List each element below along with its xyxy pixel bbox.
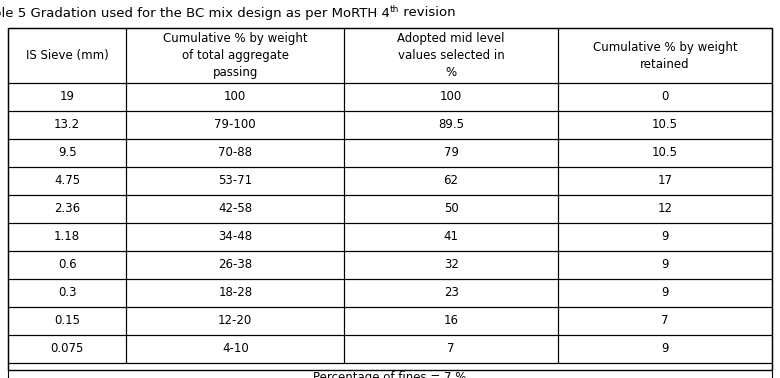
Bar: [558, 83, 772, 111]
Bar: [558, 307, 772, 335]
Bar: [344, 251, 558, 279]
Text: Table 5 Gradation used for the BC mix design as per MoRTH 4: Table 5 Gradation used for the BC mix de…: [0, 6, 390, 20]
Text: 53-71: 53-71: [218, 175, 253, 187]
Text: 32: 32: [444, 259, 459, 271]
Text: revision: revision: [399, 6, 456, 20]
Bar: [344, 139, 558, 167]
Bar: [8, 167, 126, 195]
Text: 9.5: 9.5: [58, 147, 76, 160]
Text: 0.15: 0.15: [55, 314, 80, 327]
Text: 10.5: 10.5: [652, 147, 678, 160]
Text: 18-28: 18-28: [218, 287, 253, 299]
Text: 7: 7: [661, 314, 668, 327]
Text: Adopted mid level
values selected in
%: Adopted mid level values selected in %: [397, 32, 505, 79]
Text: 42-58: 42-58: [218, 203, 253, 215]
Text: 19: 19: [60, 90, 75, 104]
Bar: [344, 307, 558, 335]
Text: 100: 100: [224, 90, 246, 104]
Text: 0.6: 0.6: [58, 259, 76, 271]
Bar: [8, 83, 126, 111]
Text: 10.5: 10.5: [652, 118, 678, 132]
Text: 16: 16: [444, 314, 459, 327]
Text: 2.36: 2.36: [54, 203, 80, 215]
Bar: [558, 167, 772, 195]
Text: 89.5: 89.5: [438, 118, 464, 132]
Text: Cumulative % by weight
retained: Cumulative % by weight retained: [593, 40, 737, 71]
Text: 9: 9: [661, 287, 668, 299]
Text: 41: 41: [444, 231, 459, 243]
Bar: [558, 28, 772, 83]
Bar: [344, 83, 558, 111]
Bar: [344, 223, 558, 251]
Bar: [558, 223, 772, 251]
Bar: [558, 251, 772, 279]
Bar: [8, 139, 126, 167]
Text: 23: 23: [444, 287, 459, 299]
Bar: [8, 335, 126, 363]
Bar: [558, 111, 772, 139]
Bar: [126, 195, 344, 223]
Bar: [126, 335, 344, 363]
Text: 12: 12: [658, 203, 672, 215]
Bar: [126, 251, 344, 279]
Text: 79: 79: [444, 147, 459, 160]
Bar: [8, 223, 126, 251]
Text: 79-100: 79-100: [215, 118, 256, 132]
Bar: [126, 223, 344, 251]
Bar: [344, 335, 558, 363]
Bar: [344, 28, 558, 83]
Bar: [558, 139, 772, 167]
Text: 0.075: 0.075: [51, 342, 84, 355]
Text: 0: 0: [661, 90, 668, 104]
Bar: [8, 363, 772, 378]
Text: 1.18: 1.18: [54, 231, 80, 243]
Text: 17: 17: [658, 175, 672, 187]
Bar: [8, 195, 126, 223]
Text: 4.75: 4.75: [54, 175, 80, 187]
Bar: [126, 279, 344, 307]
Bar: [126, 139, 344, 167]
Text: 50: 50: [444, 203, 459, 215]
Text: Cumulative % by weight
of total aggregate
passing: Cumulative % by weight of total aggregat…: [163, 32, 307, 79]
Text: 26-38: 26-38: [218, 259, 253, 271]
Text: IS Sieve (mm): IS Sieve (mm): [26, 49, 108, 62]
Text: 7: 7: [448, 342, 455, 355]
Bar: [558, 195, 772, 223]
Bar: [126, 167, 344, 195]
Text: 4-10: 4-10: [222, 342, 249, 355]
Text: 9: 9: [661, 259, 668, 271]
Text: 0.3: 0.3: [58, 287, 76, 299]
Bar: [126, 111, 344, 139]
Bar: [126, 307, 344, 335]
Text: 100: 100: [440, 90, 463, 104]
Bar: [8, 111, 126, 139]
Text: 9: 9: [661, 342, 668, 355]
Bar: [344, 195, 558, 223]
Bar: [126, 28, 344, 83]
Bar: [344, 167, 558, 195]
Text: 13.2: 13.2: [54, 118, 80, 132]
Bar: [344, 279, 558, 307]
Bar: [126, 83, 344, 111]
Bar: [8, 279, 126, 307]
Bar: [558, 335, 772, 363]
Text: 34-48: 34-48: [218, 231, 253, 243]
Text: 12-20: 12-20: [218, 314, 253, 327]
Text: 9: 9: [661, 231, 668, 243]
Bar: [8, 307, 126, 335]
Text: Percentage of fines = 7 %: Percentage of fines = 7 %: [314, 370, 466, 378]
Bar: [344, 111, 558, 139]
Text: 62: 62: [444, 175, 459, 187]
Text: th: th: [390, 5, 399, 14]
Bar: [558, 279, 772, 307]
Text: 70-88: 70-88: [218, 147, 252, 160]
Bar: [8, 251, 126, 279]
Bar: [8, 28, 126, 83]
